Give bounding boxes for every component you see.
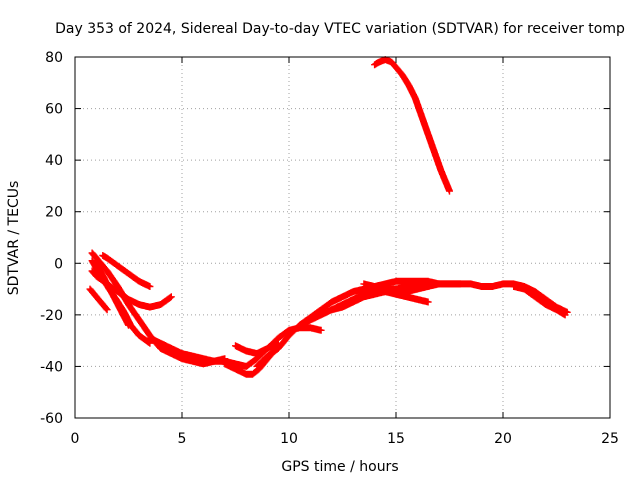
data-points [92,259,132,329]
data-points [232,339,282,357]
series-arc-6 [92,259,132,329]
y-tick-label: 0 [54,256,63,272]
ticks: 0 5 10 15 20 25 -60 -40 -20 0 20 40 60 80 [40,50,619,447]
x-tick-label: 20 [494,431,512,447]
series-arc-5 [99,252,154,290]
y-axis-label: SDTVAR / TECUs [6,181,22,296]
series-arc-13 [328,280,443,314]
data-points [328,280,443,314]
x-tick-label: 15 [387,431,405,447]
series-arc-high [371,56,453,195]
y-tick-label: 40 [45,153,63,169]
y-tick-label: 60 [45,102,63,118]
data-points [86,285,111,314]
x-tick-label: 5 [178,431,187,447]
data-points [371,56,453,195]
chart-title: Day 353 of 2024, Sidereal Day-to-day VTE… [55,21,625,37]
y-tick-label: -60 [40,411,63,427]
data-points [99,252,154,290]
series-arc-3 [86,285,111,314]
series-arc-9 [232,339,282,357]
y-tick-label: 20 [45,205,63,221]
y-tick-label: -20 [40,308,63,324]
y-tick-label: 80 [45,50,63,66]
y-tick-label: -40 [40,359,63,375]
x-axis-label: GPS time / hours [281,459,398,475]
data-points [510,283,569,319]
x-tick-label: 25 [601,431,619,447]
x-tick-label: 0 [71,431,80,447]
plot-frame [74,56,611,419]
x-tick-label: 10 [280,431,298,447]
series-arc-14 [510,283,569,319]
data-layer [86,56,571,378]
